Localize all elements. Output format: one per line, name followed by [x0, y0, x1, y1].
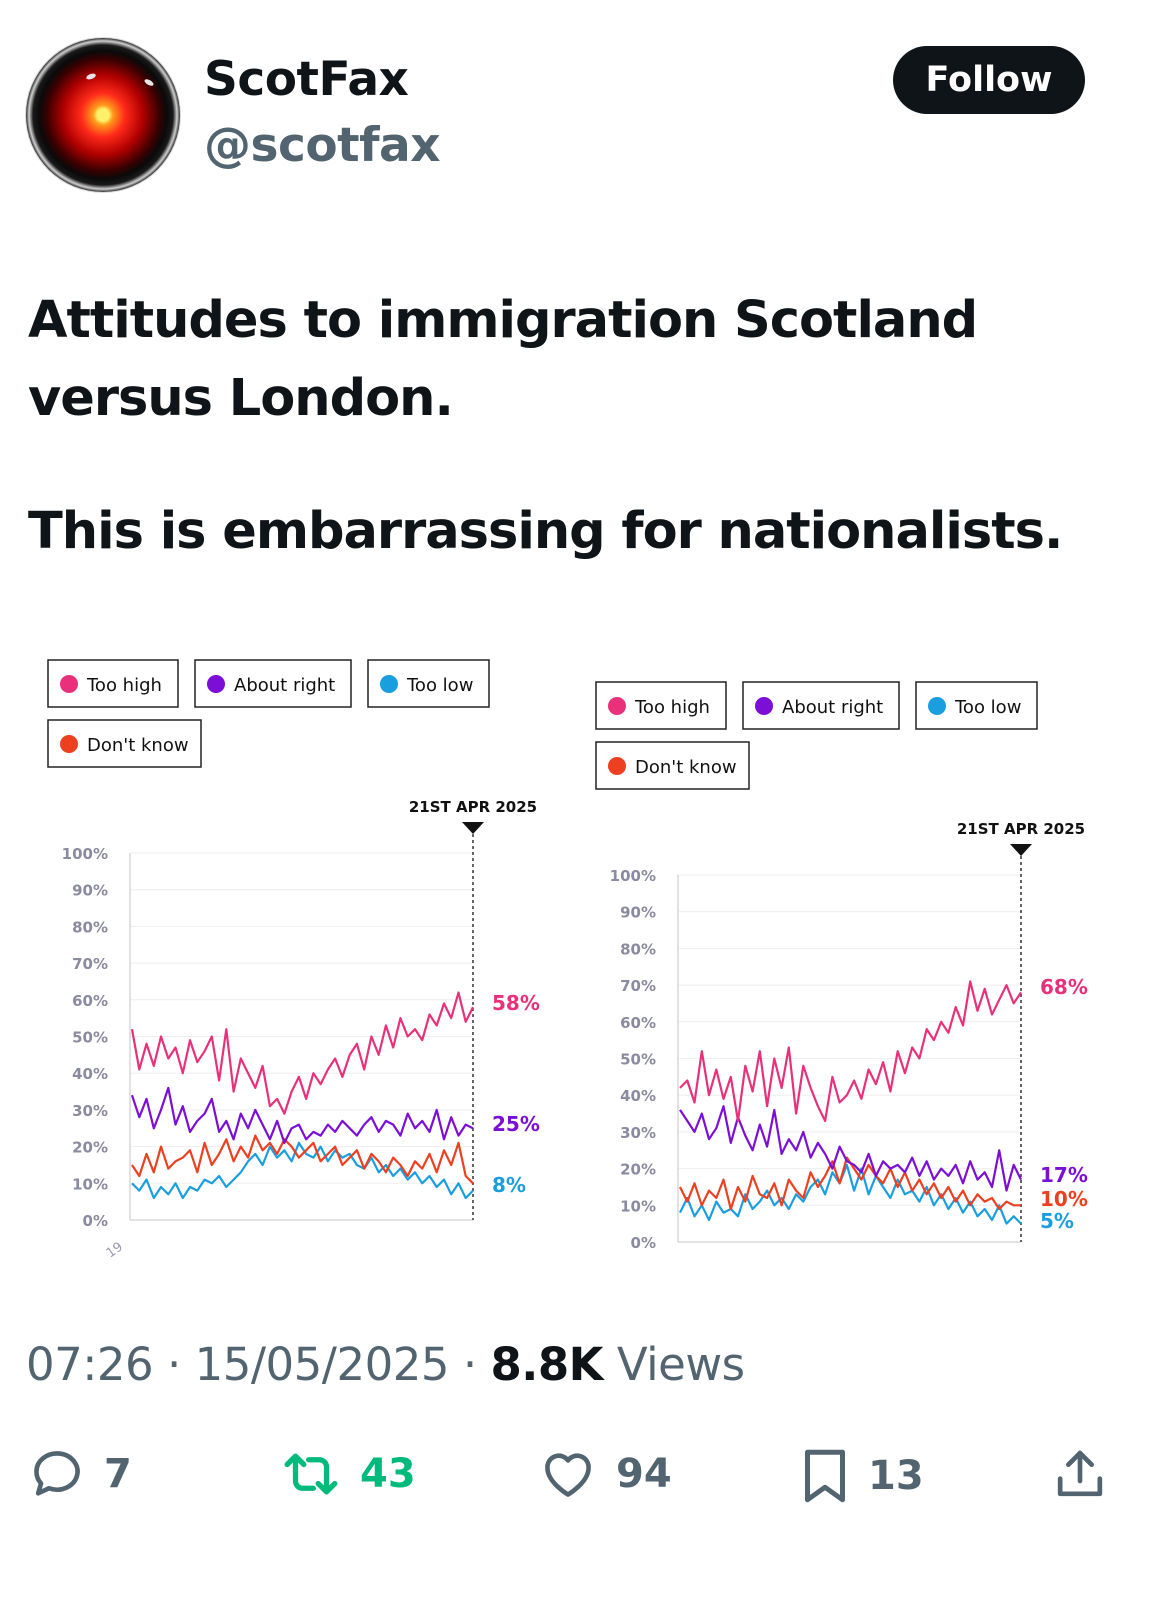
repost-button[interactable]: 43 [280, 1445, 416, 1503]
tweet-meta: 07:26 · 15/05/2025 · 8.8K Views [26, 1338, 745, 1391]
x-tick-label: 19 [104, 1239, 126, 1261]
views-count: 8.8K [490, 1338, 604, 1391]
bookmark-button[interactable]: 13 [800, 1445, 924, 1507]
legend-dot-icon [608, 757, 626, 775]
y-tick-label: 80% [72, 918, 108, 936]
y-tick-label: 70% [620, 977, 656, 995]
legend-label: Too low [406, 675, 473, 696]
legend-dot-icon [207, 675, 225, 693]
action-bar: 7 43 94 13 [0, 1445, 1170, 1515]
avatar-glint-icon [143, 77, 155, 88]
chart-right[interactable]: Too high About right Too low Don't know 100%… [588, 672, 1108, 1280]
meta-separator: · [167, 1338, 181, 1391]
legend-dot-icon [60, 735, 78, 753]
views-label: Views [616, 1338, 745, 1391]
avatar[interactable] [26, 38, 180, 192]
y-tick-label: 80% [620, 940, 656, 958]
y-tick-label: 70% [72, 955, 108, 973]
tweet-line-2: This is embarrassing for nationalists. [28, 502, 1063, 561]
share-icon [1057, 1450, 1103, 1497]
avatar-glint-icon [85, 72, 97, 81]
share-button[interactable] [1052, 1445, 1108, 1503]
legend-label: Too high [634, 697, 710, 718]
y-tick-label: 100% [62, 845, 108, 863]
author-handle[interactable]: @scotfax [204, 118, 441, 173]
end-label-about-right: 17% [1040, 1163, 1088, 1187]
repost-count: 43 [360, 1451, 416, 1497]
series-line-about-right [130, 1086, 474, 1144]
y-tick-label: 60% [620, 1014, 656, 1032]
y-tick-label: 30% [620, 1124, 656, 1142]
author-name[interactable]: ScotFax [204, 52, 409, 107]
y-tick-label: 60% [72, 992, 108, 1010]
end-label-too-high: 68% [1040, 975, 1088, 999]
y-tick-label: 10% [72, 1175, 108, 1193]
reply-button[interactable]: 7 [28, 1445, 132, 1503]
bookmark-count: 13 [868, 1453, 924, 1499]
legend-dot-icon [60, 675, 78, 693]
like-count: 94 [616, 1451, 672, 1497]
date-marker-label: 21ST APR 2025 [409, 798, 537, 816]
series-line-too-high [679, 980, 1022, 1122]
legend-dot-icon [928, 697, 946, 715]
series-line-dont-know [131, 1134, 474, 1185]
series-line-too-high [130, 991, 474, 1115]
y-tick-label: 0% [83, 1212, 108, 1230]
y-tick-label: 20% [620, 1161, 656, 1179]
y-tick-label: 0% [631, 1234, 656, 1252]
follow-button[interactable]: Follow [893, 46, 1085, 114]
date-marker-label: 21ST APR 2025 [957, 820, 1085, 838]
y-tick-label: 50% [620, 1051, 656, 1069]
chart-right-svg: Too high About right Too low Don't know 100%… [595, 681, 1088, 1252]
repost-icon [284, 1453, 338, 1495]
series-line-too-low [679, 1163, 1022, 1225]
y-tick-label: 50% [72, 1029, 108, 1047]
meta-separator: · [462, 1338, 477, 1391]
y-tick-label: 90% [72, 882, 108, 900]
tweet-text: Attitudes to immigration Scotland versus… [28, 282, 1138, 571]
y-tick-label: 10% [620, 1197, 656, 1215]
bookmark-icon [805, 1449, 845, 1503]
y-tick-label: 40% [72, 1065, 108, 1083]
reply-icon [34, 1451, 80, 1496]
end-label-about-right: 25% [492, 1112, 540, 1136]
y-tick-label: 30% [72, 1102, 108, 1120]
legend-label: About right [234, 675, 335, 696]
tweet-time[interactable]: 07:26 [26, 1338, 154, 1391]
y-tick-label: 40% [620, 1087, 656, 1105]
reply-count: 7 [104, 1451, 132, 1497]
end-label-too-high: 58% [492, 991, 540, 1015]
series-line-about-right [679, 1105, 1022, 1192]
date-marker-triangle-icon [462, 822, 484, 834]
y-tick-label: 100% [610, 867, 656, 885]
legend-dot-icon [608, 697, 626, 715]
chart-left[interactable]: Too high About right Too low Don't know 100%… [40, 650, 560, 1280]
legend-dot-icon [755, 697, 773, 715]
end-label-dont-know: 10% [1040, 1187, 1088, 1211]
chart-left-svg: Too high About right Too low Don't know 100%… [47, 659, 540, 1261]
legend-label: Too high [86, 675, 162, 696]
end-label-too-low: 8% [492, 1173, 526, 1197]
tweet-line-1: Attitudes to immigration Scotland versus… [28, 291, 978, 428]
tweet-date[interactable]: 15/05/2025 [194, 1338, 450, 1391]
series-line-too-low [131, 1141, 474, 1200]
heart-icon [545, 1453, 591, 1497]
legend-dot-icon [380, 675, 398, 693]
legend-label: Too low [954, 697, 1021, 718]
legend-label: About right [782, 697, 883, 718]
like-button[interactable]: 94 [538, 1445, 672, 1503]
legend-label: Don't know [635, 757, 737, 778]
end-label-too-low: 5% [1040, 1209, 1074, 1233]
legend-label: Don't know [87, 735, 189, 756]
y-tick-label: 20% [72, 1139, 108, 1157]
y-tick-label: 90% [620, 904, 656, 922]
date-marker-triangle-icon [1010, 844, 1032, 856]
